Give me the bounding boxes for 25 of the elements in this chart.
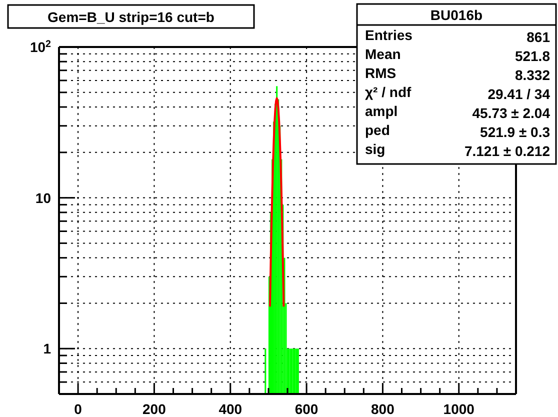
text: BU016b (430, 7, 483, 23)
annotation: χ² / ndf (365, 84, 412, 100)
text: 861 (526, 29, 550, 45)
annotation: RMS (365, 65, 396, 81)
annotation: 521.8 (514, 48, 550, 64)
text: Entries (365, 27, 413, 43)
x-tick-label: 1000 (443, 401, 475, 417)
x-tick-label: 800 (371, 401, 395, 417)
chart-title: Gem=B_U strip=16 cut=b (48, 9, 214, 25)
annotation: Mean (365, 46, 401, 62)
x-tick-label: 200 (142, 401, 166, 417)
y-tick-label: 10 (35, 190, 52, 206)
x-tick-label: 600 (294, 401, 318, 417)
annotation: sig (365, 141, 386, 157)
y-tick-label: 10$^{2}$ (30, 38, 52, 55)
annotation: 7.121 ± 0.212 (464, 143, 550, 159)
x-tick-label: 400 (218, 401, 242, 417)
y-tick-label: 1 (43, 340, 52, 357)
x-tick-label: 0 (74, 401, 82, 417)
annotation: 8.332 (514, 67, 550, 83)
annotation: ampl (365, 103, 398, 119)
annotation: 45.73 ± 2.04 (472, 105, 550, 121)
annotation: 521.9 ± 0.3 (480, 124, 550, 140)
annotation: ped (365, 122, 390, 138)
annotation: 29.41 / 34 (488, 86, 550, 102)
